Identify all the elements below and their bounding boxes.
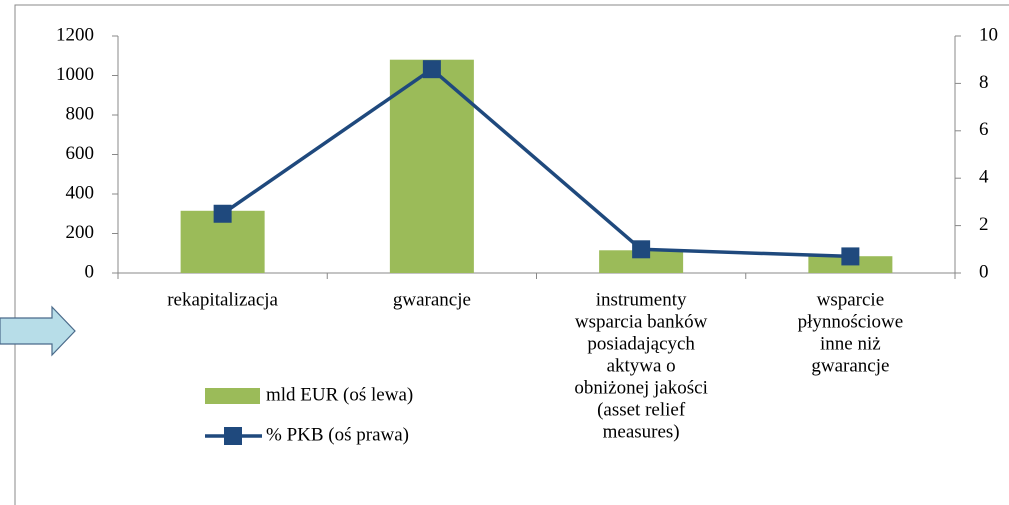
x-tick-label: aktywa o [607,355,676,376]
y-tick-label: 400 [66,182,95,203]
x-tick-label: rekapitalizacja [167,289,278,310]
y-tick-label: 800 [66,103,95,124]
x-tick-label: wsparcie [817,289,885,310]
line-marker [632,240,651,259]
y2-tick-label: 8 [979,72,989,93]
line-marker [422,60,441,79]
x-tick-label: (asset relief [597,399,686,420]
x-tick-label: płynnościowe [798,311,904,332]
y-tick-label: 1200 [56,24,94,45]
x-tick-label: obniżonej jakości [574,377,708,398]
x-tick-label: posiadających [587,333,695,354]
x-tick-label: gwarancje [393,289,471,310]
y-tick-label: 1000 [56,64,94,85]
line [221,66,851,259]
y-tick-label: 200 [66,222,95,243]
x-tick-label: measures) [603,421,680,442]
x-tick-label: gwarancje [811,355,889,376]
y2-tick-label: 2 [979,214,989,235]
line-marker [213,204,232,223]
y-tick-label: 0 [85,261,95,282]
x-tick-label: inne niż [820,333,881,354]
legend-label: mld EUR (oś lewa) [266,384,413,405]
y2-tick-label: 0 [979,261,989,282]
y2-tick-label: 4 [979,167,989,188]
x-tick-label: instrumenty [596,289,687,310]
y2-tick-label: 6 [979,119,989,140]
x-tick-label: wsparcia banków [575,311,708,332]
line-marker [841,247,860,266]
y-tick-label: 600 [66,143,95,164]
legend-marker [224,427,242,445]
bar [599,250,684,273]
bar [389,59,474,274]
legend-swatch [205,388,260,404]
legend-label: % PKB (oś prawa) [266,424,409,445]
y2-tick-label: 10 [979,24,998,45]
arrow [0,305,76,357]
chart-frame [14,4,1009,505]
